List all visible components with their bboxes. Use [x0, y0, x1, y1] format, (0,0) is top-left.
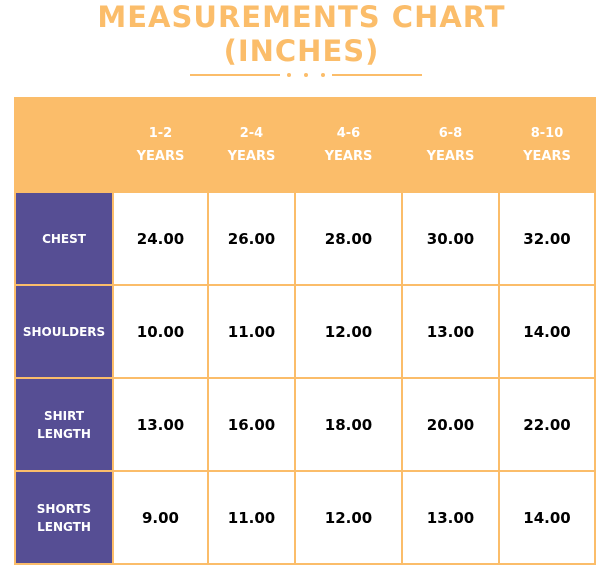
table-cell: 32.00 [498, 191, 596, 286]
table-cell: 13.00 [401, 470, 500, 565]
table-cell: 14.00 [498, 470, 596, 565]
table-cell: 13.00 [112, 377, 209, 472]
table-row-shirt-length: SHIRT LENGTH 13.00 16.00 18.00 20.00 22.0… [14, 377, 596, 472]
title-divider [190, 72, 422, 78]
table-row-chest: CHEST 24.00 26.00 28.00 30.00 32.00 [14, 191, 596, 286]
measurements-table: 1-2 YEARS 2-4 YEARS 4-6 YEARS 6-8 YEARS 8-10… [14, 97, 596, 565]
divider-dot [321, 73, 325, 77]
table-row-shorts-length: SHORTS LENGTH 9.00 11.00 12.00 13.00 14.0… [14, 470, 596, 565]
row-header-shirt-length: SHIRT LENGTH [14, 377, 114, 472]
divider-dot [287, 73, 291, 77]
table-header-row: 1-2 YEARS 2-4 YEARS 4-6 YEARS 6-8 YEARS 8-10… [14, 97, 596, 193]
table-cell: 16.00 [207, 377, 296, 472]
column-header-2-4-years: 2-4 YEARS [207, 97, 296, 193]
table-cell: 28.00 [294, 191, 403, 286]
table-cell: 24.00 [112, 191, 209, 286]
column-header-6-8-years: 6-8 YEARS [401, 97, 500, 193]
table-cell: 11.00 [207, 470, 296, 565]
table-cell: 14.00 [498, 284, 596, 379]
page-subtitle: (INCHES) [223, 34, 380, 68]
divider-line-right [332, 74, 422, 76]
table-row-shoulders: SHOULDERS 10.00 11.00 12.00 13.00 14.00 [14, 284, 596, 379]
table-cell: 11.00 [207, 284, 296, 379]
table-cell: 18.00 [294, 377, 403, 472]
page-title: MEASUREMENTS CHART [97, 0, 506, 34]
divider-dot [304, 73, 308, 77]
row-header-chest: CHEST [14, 191, 114, 286]
column-header-8-10-years: 8-10 YEARS [498, 97, 596, 193]
row-header-shorts-length: SHORTS LENGTH [14, 470, 114, 565]
table-cell: 26.00 [207, 191, 296, 286]
table-cell: 22.00 [498, 377, 596, 472]
table-cell: 13.00 [401, 284, 500, 379]
divider-line-left [190, 74, 280, 76]
column-header-4-6-years: 4-6 YEARS [294, 97, 403, 193]
table-cell: 12.00 [294, 284, 403, 379]
row-header-shoulders: SHOULDERS [14, 284, 114, 379]
table-corner-cell [14, 97, 114, 193]
table-cell: 20.00 [401, 377, 500, 472]
table-cell: 12.00 [294, 470, 403, 565]
table-cell: 10.00 [112, 284, 209, 379]
table-cell: 9.00 [112, 470, 209, 565]
table-cell: 30.00 [401, 191, 500, 286]
column-header-1-2-years: 1-2 YEARS [112, 97, 209, 193]
